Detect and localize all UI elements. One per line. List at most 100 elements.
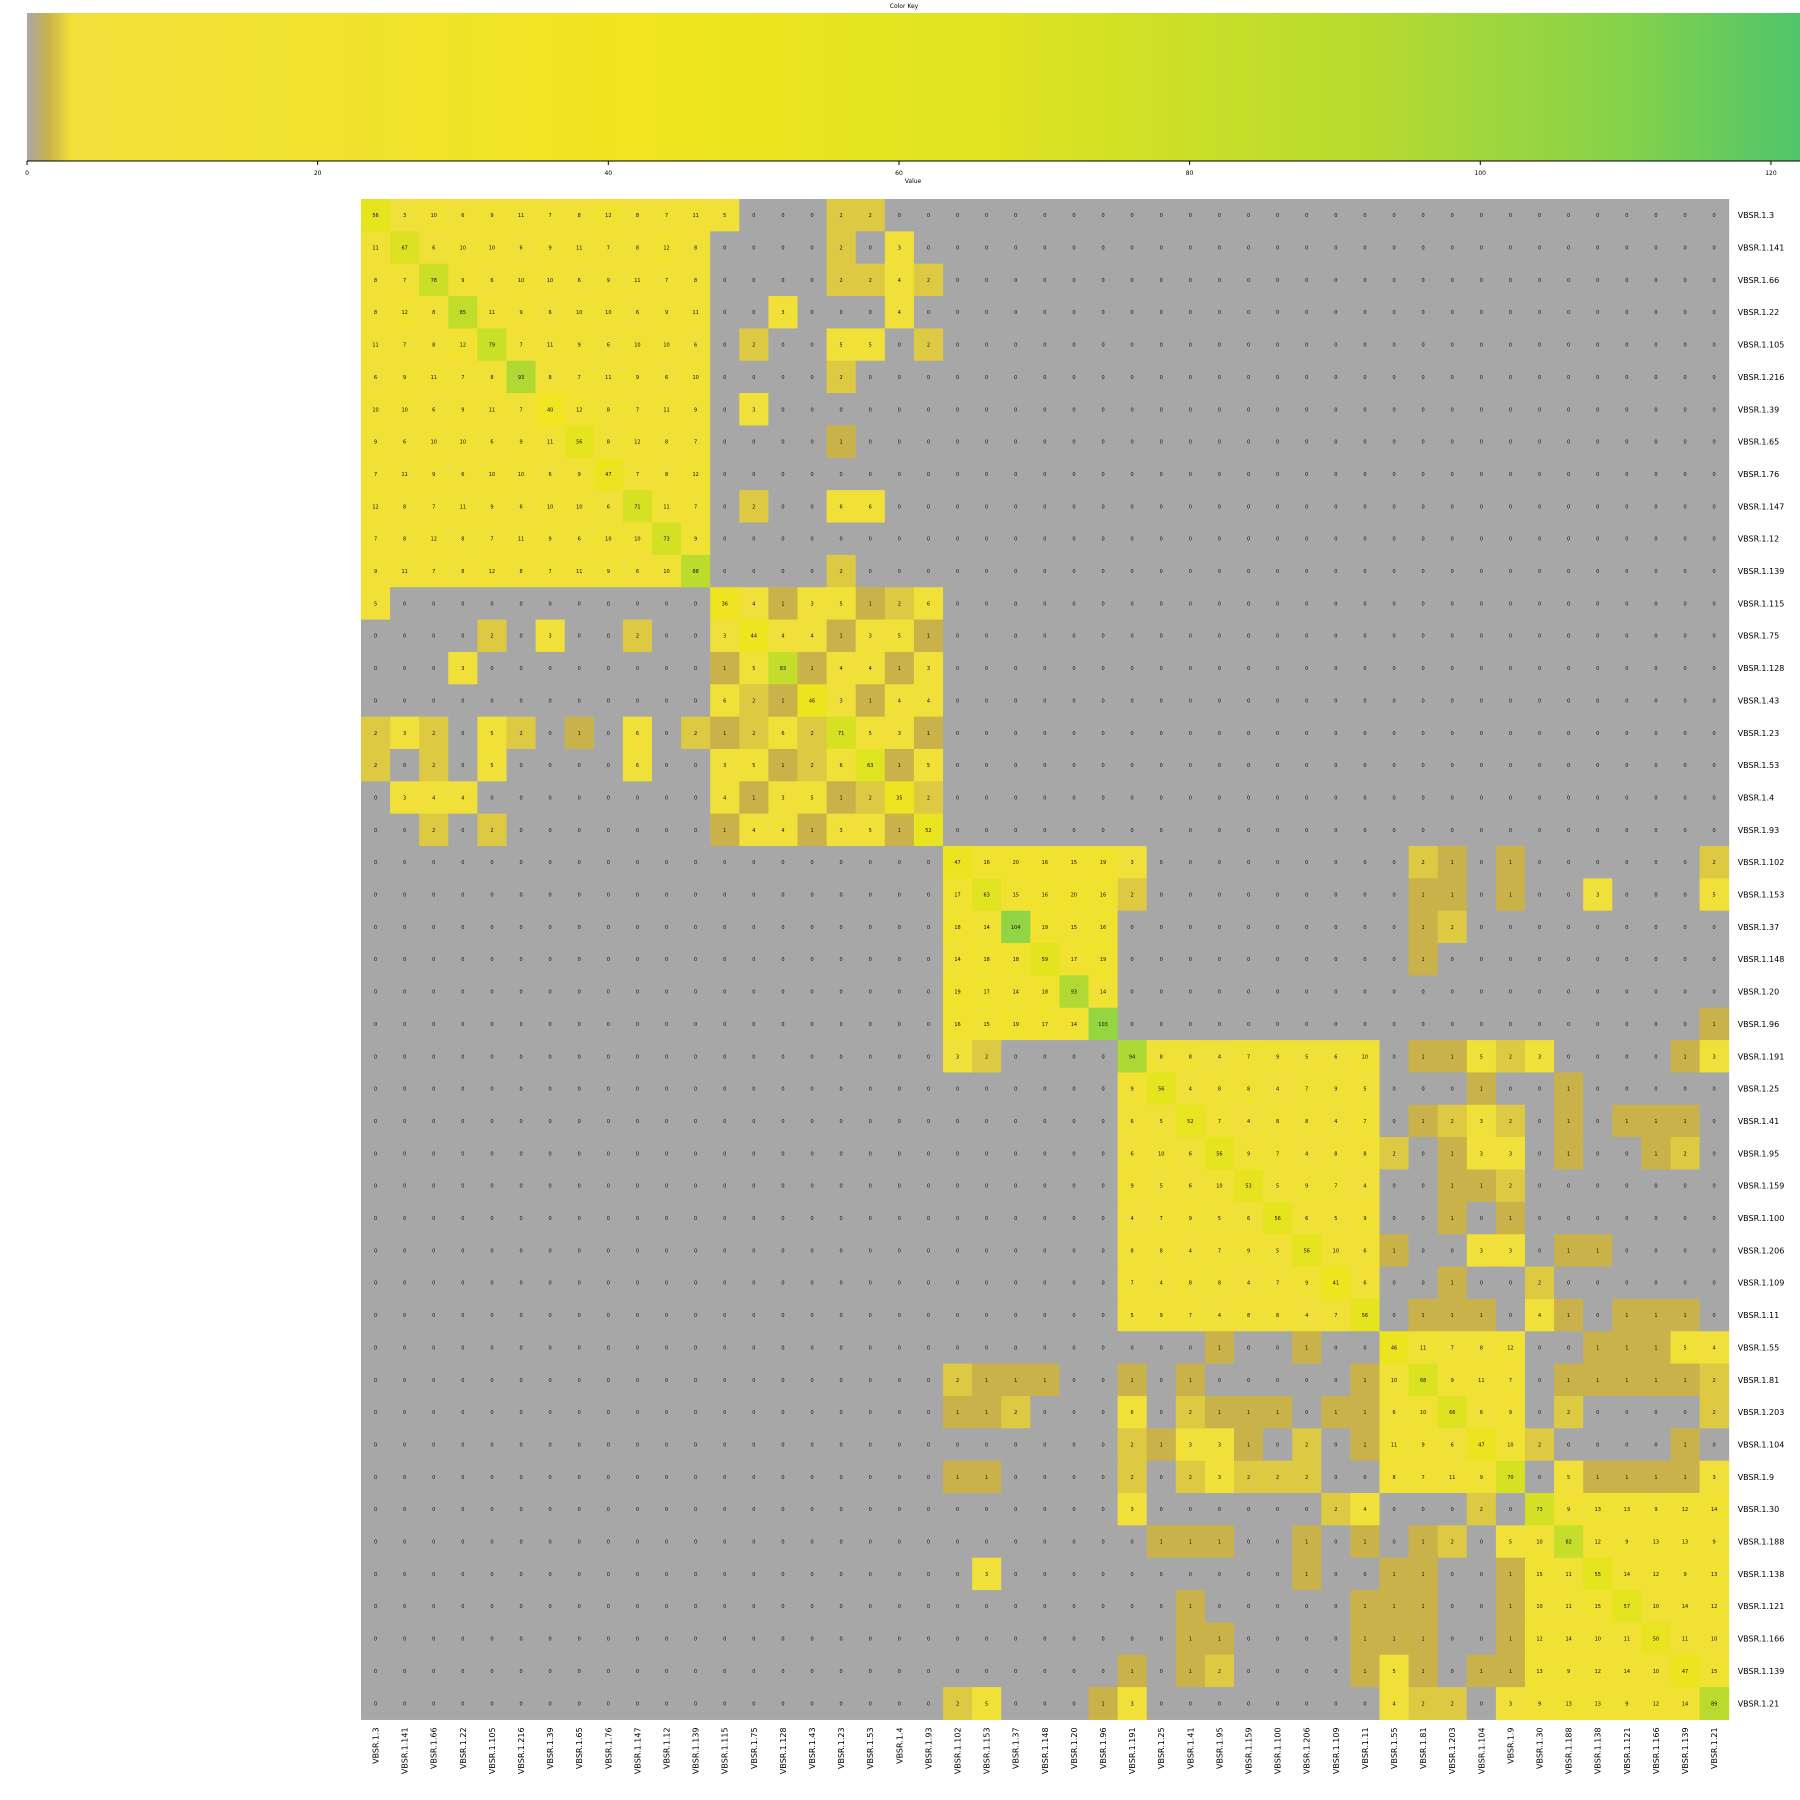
heatmap-cell	[1408, 199, 1439, 232]
heatmap-cell-value: 0	[898, 569, 901, 575]
heatmap-cell-value: 6	[432, 246, 435, 252]
heatmap-cell-value: 0	[1101, 1119, 1104, 1125]
heatmap-cell	[1583, 684, 1613, 718]
heatmap-cell-value: 0	[1625, 1022, 1628, 1028]
heatmap-cell-value: 0	[1451, 1604, 1454, 1610]
heatmap-cell-value: 0	[1043, 731, 1046, 737]
heatmap-cell-value: 1	[1567, 1087, 1570, 1093]
heatmap-cell-value: 0	[956, 343, 959, 349]
heatmap-cell-value: 0	[1596, 1054, 1599, 1060]
heatmap-cell	[1466, 199, 1497, 232]
heatmap-cell-value: 0	[1101, 569, 1104, 575]
column-label: VBSR.1.41	[1186, 1727, 1195, 1769]
heatmap-cell-value: 0	[927, 1281, 930, 1287]
heatmap-cell-value: 0	[1509, 1281, 1512, 1287]
heatmap-cell	[855, 360, 886, 394]
heatmap-cell-value: 0	[1451, 763, 1454, 769]
heatmap-cell-value: 0	[956, 569, 959, 575]
heatmap-cell-value: 0	[1247, 860, 1250, 866]
heatmap-cell	[913, 328, 944, 362]
heatmap-cell-value: 0	[781, 569, 784, 575]
heatmap-cell	[943, 263, 973, 297]
heatmap-cell-value: 17	[1071, 957, 1077, 963]
heatmap-cell-value: 0	[1218, 601, 1221, 607]
heatmap-cell-value: 0	[1422, 213, 1425, 219]
heatmap-cell-value: 0	[1713, 278, 1716, 284]
heatmap-cell	[1321, 846, 1351, 879]
heatmap-cell	[1088, 457, 1119, 491]
heatmap-cell-value: 1	[1567, 1313, 1570, 1319]
heatmap-cell-value: 0	[1625, 698, 1628, 704]
heatmap-cell-value: 0	[1654, 343, 1657, 349]
heatmap-cell-value: 0	[1014, 1119, 1017, 1125]
heatmap-cell-value: 0	[869, 569, 872, 575]
heatmap-cell-value: 0	[898, 472, 901, 478]
heatmap-cell	[419, 360, 449, 394]
heatmap-cell-value: 1	[1596, 1378, 1599, 1384]
heatmap-cell-value: 1	[1654, 1313, 1657, 1319]
heatmap-cell-value: 0	[1392, 990, 1395, 996]
heatmap-cell-value: 7	[665, 278, 668, 284]
heatmap-cell-value: 0	[1247, 278, 1250, 284]
heatmap-cell	[681, 231, 711, 265]
heatmap-cell-value: 0	[985, 1637, 988, 1643]
heatmap-cell-value: 0	[1160, 731, 1163, 737]
heatmap-cell	[1088, 199, 1119, 232]
heatmap-cell-value: 5	[1509, 1540, 1512, 1546]
column-label: VBSR.1.96	[1099, 1727, 1108, 1769]
heatmap-cell	[1204, 199, 1235, 232]
heatmap-cell-value: 0	[1160, 1022, 1163, 1028]
heatmap-cell-value: 15	[1071, 860, 1077, 866]
heatmap-cell-value: 0	[1072, 343, 1075, 349]
heatmap-cell-value: 0	[461, 1410, 464, 1416]
heatmap-cell-value: 0	[461, 1701, 464, 1707]
heatmap-cell	[1408, 587, 1439, 621]
heatmap-cell	[652, 393, 682, 426]
heatmap-cell-value: 4	[840, 666, 843, 672]
heatmap-cell-value: 0	[432, 1378, 435, 1384]
heatmap-cell	[622, 684, 653, 718]
heatmap-cell-value: 0	[1305, 731, 1308, 737]
heatmap-cell-value: 0	[607, 1701, 610, 1707]
heatmap-cell-value: 0	[1654, 957, 1657, 963]
heatmap-cell-value: 0	[694, 1604, 697, 1610]
heatmap-cell-value: 19	[1013, 1022, 1019, 1028]
heatmap-cell-value: 0	[898, 1022, 901, 1028]
heatmap-cell	[739, 684, 769, 718]
heatmap-cell-value: 10	[1595, 1637, 1601, 1643]
heatmap-cell-value: 0	[1160, 925, 1163, 931]
heatmap-cell-value: 0	[636, 990, 639, 996]
heatmap-cell	[390, 490, 420, 523]
heatmap-cell-value: 0	[840, 1022, 843, 1028]
heatmap-cell-value: 0	[1276, 1572, 1279, 1578]
row-label: VBSR.1.41	[1738, 1117, 1780, 1126]
heatmap-cell-value: 0	[1276, 213, 1279, 219]
heatmap-cell	[1379, 813, 1410, 847]
heatmap-cell	[1059, 684, 1089, 718]
heatmap-cell	[1234, 522, 1264, 556]
heatmap-cell	[797, 296, 828, 329]
heatmap-cell-value: 0	[810, 1313, 813, 1319]
heatmap-cell-value: 0	[694, 1669, 697, 1675]
heatmap-cell	[1350, 199, 1380, 232]
heatmap-cell-value: 0	[694, 828, 697, 834]
heatmap-cell-value: 0	[1363, 990, 1366, 996]
heatmap-cell	[1234, 360, 1264, 394]
heatmap-cell-value: 9	[607, 569, 610, 575]
heatmap-cell-value: 0	[549, 1604, 552, 1610]
heatmap-cell	[710, 813, 740, 847]
heatmap-cell-value: 0	[1334, 698, 1337, 704]
heatmap-cell-value: 0	[1101, 795, 1104, 801]
heatmap-cell-value: 0	[374, 698, 377, 704]
heatmap-cell-value: 0	[1247, 957, 1250, 963]
row-label: VBSR.1.128	[1738, 664, 1785, 673]
heatmap-cell-value: 0	[374, 828, 377, 834]
heatmap-cell-value: 0	[1218, 990, 1221, 996]
heatmap-cell	[1146, 619, 1177, 653]
heatmap-cell	[826, 651, 857, 685]
heatmap-cell-value: 0	[1131, 1572, 1134, 1578]
heatmap-cell-value: 8	[461, 537, 464, 543]
row-label: VBSR.1.11	[1738, 1311, 1780, 1320]
heatmap-cell	[855, 587, 886, 621]
heatmap-cell-value: 12	[372, 504, 378, 510]
